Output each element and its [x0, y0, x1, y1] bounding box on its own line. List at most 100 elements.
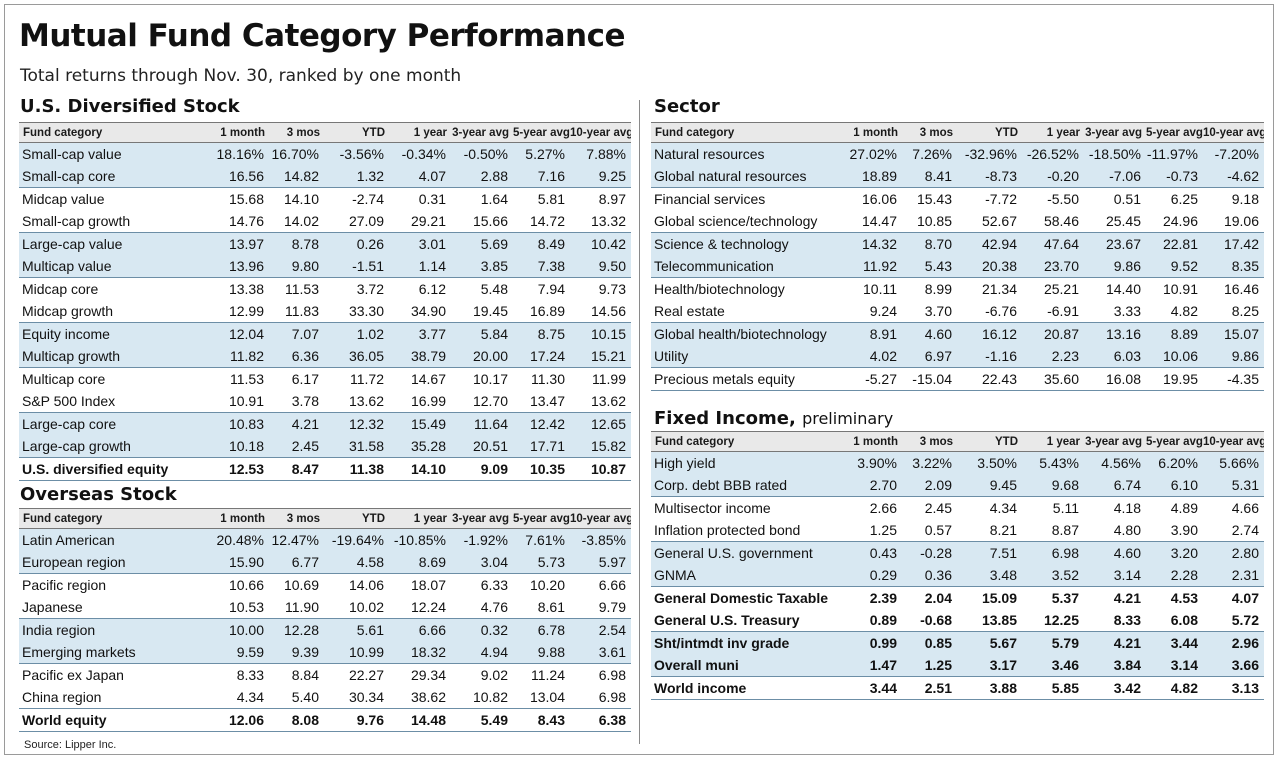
value-cell: 9.39 — [269, 641, 324, 664]
value-cell: 11.53 — [269, 277, 324, 300]
value-cell: 6.20% — [1146, 451, 1203, 474]
value-cell: 11.83 — [269, 300, 324, 323]
value-cell: 8.70 — [902, 232, 957, 255]
value-cell: 19.95 — [1146, 367, 1203, 391]
column-header: 10-year avg — [1203, 431, 1264, 452]
category-cell: U.S. diversified equity — [19, 457, 204, 481]
value-cell: 30.34 — [324, 686, 389, 709]
column-header: 3 mos — [902, 122, 957, 143]
value-cell: 0.29 — [837, 564, 902, 587]
table-row: Midcap core 13.38 11.53 3.72 6.12 5.48 7.94 9.7… — [19, 277, 631, 300]
value-cell: 18.07 — [389, 573, 451, 596]
column-header: 3 mos — [269, 122, 324, 143]
value-cell: 27.09 — [324, 210, 389, 233]
column-header: 1 year — [389, 122, 451, 143]
table-row: Equity income 12.04 7.07 1.02 3.77 5.84 8.75 10… — [19, 322, 631, 345]
value-cell: 10.20 — [513, 573, 570, 596]
value-cell: 10.42 — [570, 232, 631, 255]
column-header: 1 month — [204, 122, 269, 143]
value-cell: 9.50 — [570, 255, 631, 278]
table-row: Telecommunication 11.92 5.43 20.38 23.70 9.86… — [651, 255, 1264, 278]
value-cell: 15.68 — [204, 187, 269, 210]
value-cell: 3.72 — [324, 277, 389, 300]
category-cell: Corp. debt BBB rated — [651, 474, 837, 497]
value-cell: 11.64 — [451, 412, 513, 435]
table-row: India region 10.00 12.28 5.61 6.66 0.32 6.78 2.… — [19, 618, 631, 641]
value-cell: 14.82 — [269, 165, 324, 188]
table-row: Japanese 10.53 11.90 10.02 12.24 4.76 8.61 9.79 — [19, 596, 631, 619]
value-cell: 15.82 — [570, 435, 631, 458]
value-cell: 22.81 — [1146, 232, 1203, 255]
value-cell: 9.73 — [570, 277, 631, 300]
column-header: 3-year avg — [451, 508, 513, 529]
value-cell: 5.79 — [1022, 631, 1084, 654]
value-cell: 3.22% — [902, 451, 957, 474]
table-row: Large-cap growth 10.18 2.45 31.58 35.28 20.51… — [19, 435, 631, 458]
value-cell: 8.41 — [902, 165, 957, 188]
header-row: Fund category 1 month 3 mos YTD 1 year 3-year… — [651, 431, 1264, 452]
category-cell: Multicap growth — [19, 345, 204, 368]
page-subtitle: Total returns through Nov. 30, ranked by… — [20, 66, 462, 86]
value-cell: 11.30 — [513, 367, 570, 390]
column-header: 3 mos — [269, 508, 324, 529]
value-cell: 5.85 — [1022, 676, 1084, 700]
value-cell: 10.02 — [324, 596, 389, 619]
category-cell: Multisector income — [651, 496, 837, 519]
value-cell: 15.90 — [204, 551, 269, 574]
category-cell: General U.S. Treasury — [651, 609, 837, 632]
category-cell: China region — [19, 686, 204, 709]
value-cell: 8.78 — [269, 232, 324, 255]
value-cell: -8.73 — [957, 165, 1022, 188]
value-cell: 15.07 — [1203, 322, 1264, 345]
header-row: Fund category 1 month 3 mos YTD 1 year 3-year… — [19, 508, 631, 529]
value-cell: 14.10 — [389, 457, 451, 481]
value-cell: 9.80 — [269, 255, 324, 278]
table-row: Midcap growth 12.99 11.83 33.30 34.90 19.45 16… — [19, 300, 631, 323]
value-cell: 10.66 — [204, 573, 269, 596]
value-cell: 2.70 — [837, 474, 902, 497]
table-row: Science & technology 14.32 8.70 42.94 47.64 2… — [651, 232, 1264, 255]
value-cell: 3.90 — [1146, 519, 1203, 542]
value-cell: 9.09 — [451, 457, 513, 481]
value-cell: 2.96 — [1203, 631, 1264, 654]
value-cell: 5.43% — [1022, 451, 1084, 474]
value-cell: 13.16 — [1084, 322, 1146, 345]
column-header: YTD — [324, 508, 389, 529]
value-cell: 12.70 — [451, 390, 513, 413]
value-cell: 52.67 — [957, 210, 1022, 233]
value-cell: 8.49 — [513, 232, 570, 255]
column-header: 1 month — [204, 508, 269, 529]
value-cell: 11.99 — [570, 367, 631, 390]
value-cell: 3.90% — [837, 451, 902, 474]
value-cell: 1.25 — [837, 519, 902, 542]
value-cell: 11.24 — [513, 663, 570, 686]
column-header: 10-year avg — [570, 122, 631, 143]
fixed-income-table: Fund category 1 month 3 mos YTD 1 year 3-year… — [651, 431, 1264, 700]
value-cell: 5.97 — [570, 551, 631, 574]
value-cell: 8.08 — [269, 708, 324, 732]
value-cell: 35.28 — [389, 435, 451, 458]
value-cell: 27.02% — [837, 142, 902, 165]
value-cell: 14.72 — [513, 210, 570, 233]
value-cell: 3.13 — [1203, 676, 1264, 700]
value-cell: 6.25 — [1146, 187, 1203, 210]
value-cell: 6.78 — [513, 618, 570, 641]
value-cell: 9.88 — [513, 641, 570, 664]
value-cell: 5.37 — [1022, 586, 1084, 609]
category-cell: Inflation protected bond — [651, 519, 837, 542]
value-cell: 10.82 — [451, 686, 513, 709]
value-cell: 13.62 — [570, 390, 631, 413]
value-cell: 1.02 — [324, 322, 389, 345]
value-cell: 4.82 — [1146, 300, 1203, 323]
value-cell: 9.68 — [1022, 474, 1084, 497]
value-cell: 6.98 — [570, 686, 631, 709]
value-cell: 13.62 — [324, 390, 389, 413]
value-cell: -3.85% — [570, 528, 631, 551]
value-cell: 2.80 — [1203, 541, 1264, 564]
column-header: 5-year avg — [513, 508, 570, 529]
value-cell: 3.04 — [451, 551, 513, 574]
value-cell: 14.10 — [269, 187, 324, 210]
value-cell: 10.83 — [204, 412, 269, 435]
value-cell: 22.43 — [957, 367, 1022, 391]
table-row: Inflation protected bond 1.25 0.57 8.21 8.87… — [651, 519, 1264, 542]
